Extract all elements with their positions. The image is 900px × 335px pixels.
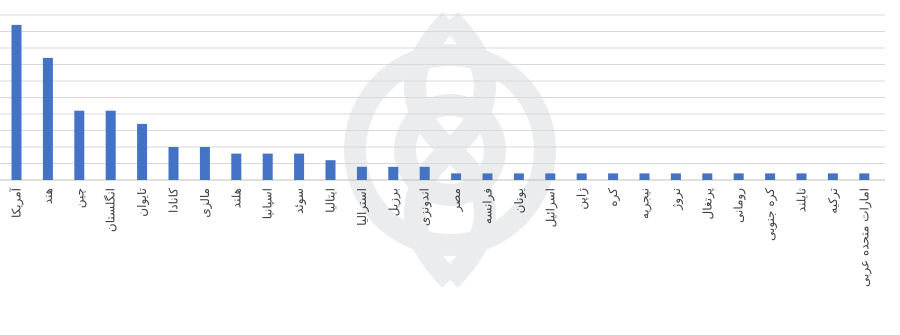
category-label: رومانی xyxy=(732,188,747,223)
category-label: هلند xyxy=(229,188,243,208)
bar xyxy=(74,110,85,180)
category-label: تایلند xyxy=(795,188,809,212)
bar xyxy=(294,153,305,180)
bar xyxy=(231,153,242,180)
gridlines xyxy=(0,14,885,181)
bar xyxy=(859,173,870,180)
bar xyxy=(42,57,53,180)
category-label: هند xyxy=(41,188,55,204)
category-label: تایوان xyxy=(135,188,150,217)
category-label: یونان xyxy=(512,188,527,213)
category-labels: آمریکا هند چین انگلستان تایوان کانادا مالزی هلن… xyxy=(9,187,873,287)
bar xyxy=(11,24,22,181)
category-label: سوئد xyxy=(292,188,307,214)
bar xyxy=(513,173,524,180)
bar xyxy=(796,173,807,180)
bar xyxy=(137,123,148,180)
category-label: پرتغال xyxy=(700,188,715,219)
category-label: اسرائیل xyxy=(543,188,558,227)
category-label: کانادا xyxy=(167,188,181,213)
category-label: ایتالیا xyxy=(324,188,338,213)
category-label: اندونزی xyxy=(418,188,433,226)
category-label: کره جنوبی xyxy=(763,188,778,241)
bar xyxy=(827,173,838,180)
category-label: ژاپن xyxy=(575,188,590,210)
bar xyxy=(325,160,336,180)
bar xyxy=(388,166,399,180)
bars xyxy=(11,24,870,181)
category-label: استرالیا xyxy=(355,188,370,226)
bar xyxy=(545,173,556,180)
category-label: نروژ xyxy=(669,188,684,211)
bar xyxy=(451,173,462,180)
bar xyxy=(576,173,587,180)
bar xyxy=(262,153,273,180)
bar xyxy=(639,173,650,180)
logo-watermark-icon xyxy=(344,12,556,288)
bar xyxy=(199,147,210,180)
bar xyxy=(670,173,681,180)
category-label: آمریکا xyxy=(9,187,25,218)
bar xyxy=(765,173,776,180)
bar xyxy=(168,147,179,180)
bar xyxy=(105,110,116,180)
category-label: امارات متحده عربی xyxy=(857,188,872,287)
category-label: ترکیه xyxy=(826,188,841,214)
category-label: کره xyxy=(606,188,621,207)
bar xyxy=(356,166,367,180)
category-label: انگلستان xyxy=(104,188,118,232)
bar xyxy=(733,173,744,180)
category-label: مصر xyxy=(449,188,464,212)
bar xyxy=(608,173,619,180)
bar xyxy=(702,173,713,180)
bar xyxy=(482,173,493,180)
category-label: برزیل xyxy=(386,188,401,216)
category-label: فرانسه xyxy=(481,188,496,224)
category-label: مالزی xyxy=(198,188,213,218)
category-label: اسپانیا xyxy=(261,188,275,219)
bar xyxy=(419,166,430,180)
category-label: نیجریه xyxy=(638,188,653,219)
category-label: چین xyxy=(72,188,87,208)
